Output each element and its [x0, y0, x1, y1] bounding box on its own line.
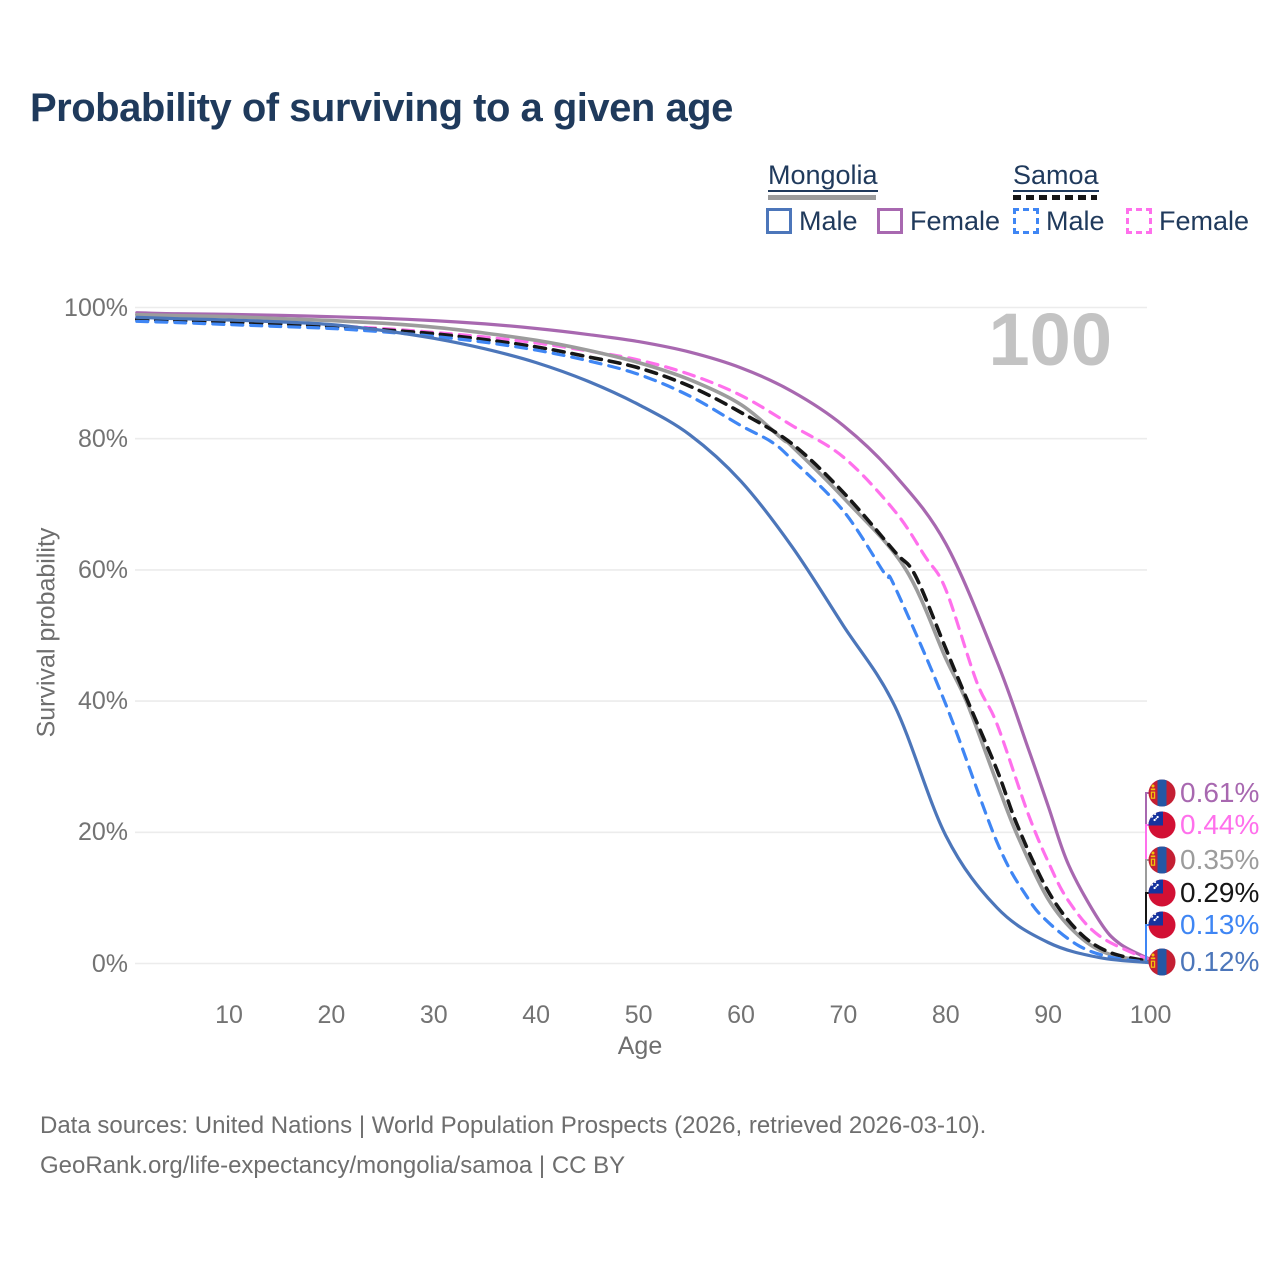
end-value-label-samoa-female: 0.44%: [1180, 809, 1260, 840]
x-tick-80: 80: [931, 1001, 960, 1029]
legend-label-samoa-female[interactable]: Female: [1159, 206, 1250, 236]
mongolia-line-sample: [768, 195, 876, 200]
legend-swatch-samoa-female[interactable]: [1126, 208, 1152, 234]
legend-mongolia-title[interactable]: Mongolia: [768, 160, 878, 192]
legend-swatch-mongolia-female[interactable]: [877, 208, 903, 234]
samoa-flag-icon: [1148, 911, 1176, 939]
y-tick-100: 100%: [64, 293, 128, 322]
samoa-line-sample: [1013, 195, 1097, 200]
x-tick-70: 70: [829, 1001, 858, 1029]
end-label-row-samoa-total: 0.29%: [1148, 878, 1259, 908]
x-tick-50: 50: [624, 1001, 653, 1029]
end-label-row-samoa-female: 0.44%: [1148, 810, 1259, 840]
series-line-mongolia-female: [135, 311, 1153, 962]
data-sources-line: Data sources: United Nations | World Pop…: [40, 1112, 987, 1139]
legend-swatch-samoa-male[interactable]: [1013, 208, 1039, 234]
end-value-label-mongolia-female: 0.61%: [1180, 777, 1260, 808]
end-value-label-samoa-total: 0.29%: [1180, 877, 1260, 908]
x-tick-10: 10: [215, 1001, 243, 1029]
end-label-row-mongolia-total: 0.35%: [1148, 845, 1259, 875]
y-axis-title: Survival probability: [32, 527, 61, 738]
y-tick-20: 20%: [77, 818, 128, 847]
age-watermark: 100: [988, 298, 1112, 381]
series-line-samoa-total: [135, 317, 1153, 964]
x-tick-40: 40: [522, 1001, 551, 1029]
y-tick-80: 80%: [77, 424, 128, 453]
mongolia-flag-icon: [1148, 948, 1176, 976]
series-line-mongolia-total: [135, 312, 1153, 963]
legend-label-mongolia-male[interactable]: Male: [799, 206, 858, 236]
legend-swatch-mongolia-male[interactable]: [766, 208, 792, 234]
y-tick-60: 60%: [77, 555, 128, 584]
license-line: GeoRank.org/life-expectancy/mongolia/sam…: [40, 1152, 626, 1179]
series-line-samoa-female: [135, 317, 1153, 963]
y-tick-40: 40%: [77, 687, 128, 716]
end-label-row-samoa-male: 0.13%: [1148, 910, 1259, 940]
legend-samoa-title[interactable]: Samoa: [1013, 160, 1099, 192]
end-label-row-mongolia-male: 0.12%: [1148, 947, 1259, 977]
legend-group-samoa[interactable]: Samoa: [1013, 161, 1099, 192]
source-attribution: Data sources: United Nations | World Pop…: [40, 1106, 986, 1186]
series-line-mongolia-male: [135, 315, 1153, 965]
legend-label-mongolia-female[interactable]: Female: [910, 206, 1001, 236]
x-tick-90: 90: [1034, 1001, 1063, 1029]
label-connector-mongolia-male: [1145, 961, 1150, 964]
legend-group-mongolia[interactable]: Mongolia: [768, 161, 878, 192]
x-tick-30: 30: [419, 1001, 448, 1029]
series-line-samoa-male: [135, 319, 1153, 965]
end-label-row-mongolia-female: 0.61%: [1148, 778, 1259, 808]
end-value-label-mongolia-total: 0.35%: [1180, 844, 1260, 875]
x-tick-100: 100: [1129, 1001, 1172, 1029]
legend-label-samoa-male[interactable]: Male: [1046, 206, 1105, 236]
mongolia-flag-icon: [1148, 779, 1176, 807]
x-tick-20: 20: [317, 1001, 346, 1029]
samoa-flag-icon: [1148, 811, 1176, 839]
samoa-flag-icon: [1148, 879, 1176, 907]
page-title: Probability of surviving to a given age: [30, 86, 733, 130]
x-axis-title: Age: [617, 1032, 663, 1060]
y-tick-0: 0%: [91, 949, 128, 978]
x-tick-60: 60: [727, 1001, 755, 1029]
mongolia-flag-icon: [1148, 846, 1176, 874]
end-value-label-mongolia-male: 0.12%: [1180, 946, 1260, 977]
end-value-label-samoa-male: 0.13%: [1180, 909, 1260, 940]
